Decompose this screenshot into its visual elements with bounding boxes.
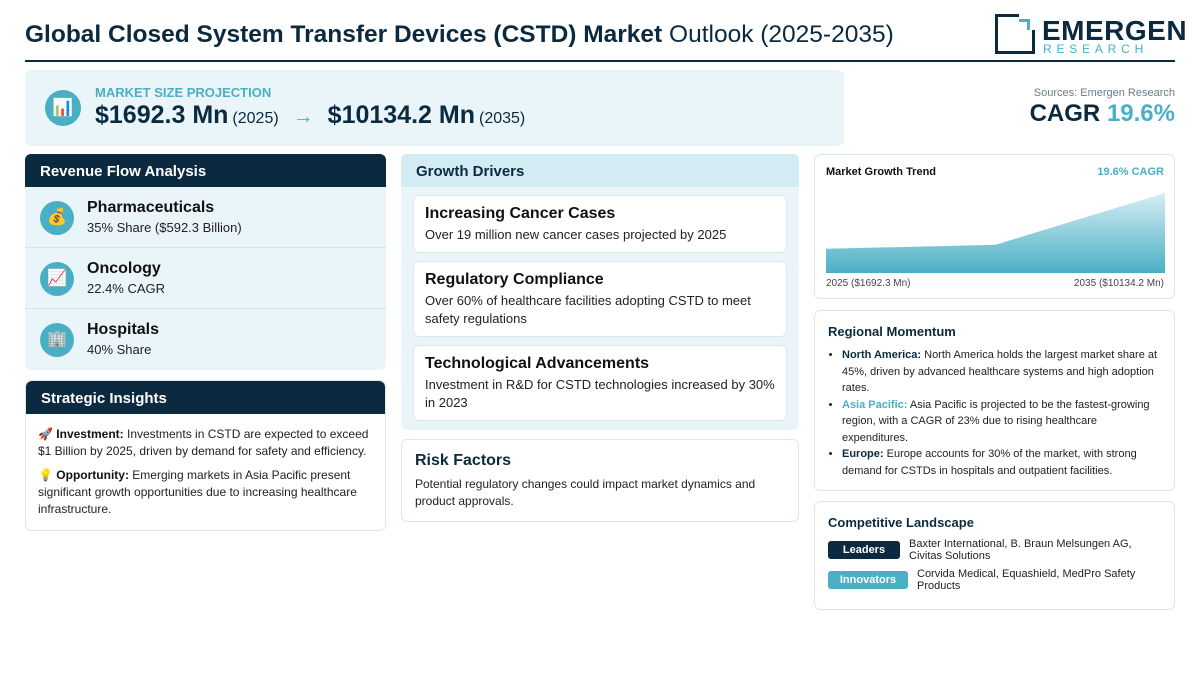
region-text: North America holds the largest market s… (842, 349, 1158, 394)
market-size-projection: 📊 MARKET SIZE PROJECTION $1692.3 Mn (2025… (25, 70, 844, 146)
market-growth-trend-card: Market Growth Trend 19.6% CAGR 2025 ($16… (814, 154, 1175, 299)
growth-drivers-title: Growth Drivers (401, 154, 799, 187)
competitive-landscape-title: Competitive Landscape (828, 515, 974, 530)
trend-chart-icon: 📈 (40, 262, 74, 296)
regional-momentum-card: Regional Momentum North America: North A… (814, 310, 1175, 491)
insight-label: Investment: (56, 427, 124, 441)
logo-main-text: EMERGEN (1042, 15, 1188, 46)
chart-cagr-annotation: 19.6% CAGR (1097, 166, 1164, 178)
region-text: Asia Pacific is projected to be the fast… (842, 398, 1150, 444)
projection-label: MARKET SIZE PROJECTION (95, 85, 272, 100)
revenue-item-desc: 22.4% CAGR (87, 281, 166, 296)
revenue-item: 💰 Pharmaceuticals 35% Share ($592.3 Bill… (25, 187, 386, 248)
projection-end-value: $10134.2 Mn (327, 101, 475, 129)
arrow-right-icon: → (292, 105, 314, 128)
leaders-badge: Leaders (828, 541, 900, 559)
cagr-label: CAGR (1029, 100, 1101, 127)
driver-text: Over 60% of healthcare facilities adopti… (425, 293, 751, 326)
risk-factors-title: Risk Factors (415, 452, 512, 469)
region-label: Europe: (842, 448, 884, 460)
page-title-rest: Outlook (2025-2035) (669, 21, 894, 48)
driver-item: Technological Advancements Investment in… (413, 345, 787, 421)
strategic-insights-title: Strategic Insights (26, 381, 385, 414)
source-text: Sources: Emergen Research (1033, 87, 1175, 99)
cagr-block: Sources: Emergen Research CAGR 19.6% (1030, 87, 1175, 128)
building-icon: 🏢 (40, 323, 74, 357)
driver-title: Increasing Cancer Cases (425, 205, 616, 222)
region-item: Asia Pacific: Asia Pacific is projected … (842, 397, 1164, 447)
region-label: North America: (842, 349, 922, 361)
region-item: North America: North America holds the l… (842, 347, 1164, 397)
projection-start-year: (2025) (232, 110, 279, 127)
insight-text: Emerging markets in Asia Pacific present… (38, 468, 357, 516)
page-header: Global Closed System Transfer Devices (C… (25, 10, 1187, 62)
money-bag-icon: 💰 (40, 201, 74, 235)
regional-momentum-title: Regional Momentum (828, 324, 956, 339)
driver-text: Investment in R&D for CSTD technologies … (425, 377, 775, 410)
revenue-item: 🏢 Hospitals 40% Share (25, 309, 386, 370)
growth-area (826, 193, 1165, 273)
page-title: Global Closed System Transfer Devices (C… (25, 21, 894, 49)
revenue-item-name: Pharmaceuticals (87, 199, 215, 216)
insight-item: 🚀 Investment: Investments in CSTD are ex… (38, 426, 373, 460)
revenue-item-name: Oncology (87, 260, 161, 277)
rocket-icon: 🚀 (38, 427, 53, 441)
logo-sub-text: RESEARCH (1043, 42, 1149, 56)
projection-values: $1692.3 Mn (2025) → $10134.2 Mn (2035) (95, 101, 525, 130)
insight-label: Opportunity: (56, 468, 129, 482)
risk-factors-text: Potential regulatory changes could impac… (415, 477, 756, 508)
bar-chart-icon: 📊 (45, 90, 81, 126)
page-title-bold: Global Closed System Transfer Devices (C… (25, 21, 663, 48)
emergen-logo: EMERGEN RESEARCH (995, 14, 1187, 56)
cagr-headline: CAGR 19.6% (1030, 100, 1175, 128)
driver-text: Over 19 million new cancer cases project… (425, 227, 727, 242)
growth-trend-chart (826, 193, 1165, 273)
driver-title: Regulatory Compliance (425, 271, 604, 288)
innovators-badge: Innovators (828, 571, 908, 589)
driver-title: Technological Advancements (425, 355, 650, 372)
lightbulb-icon: 💡 (38, 468, 53, 482)
chart-x-end-label: 2035 ($10134.2 Mn) (1073, 278, 1164, 289)
revenue-item-desc: 35% Share ($592.3 Billion) (87, 220, 242, 235)
region-item: Europe: Europe accounts for 30% of the m… (842, 446, 1164, 479)
innovators-text: Corvida Medical, Equashield, MedPro Safe… (917, 568, 1136, 592)
region-label: Asia Pacific: (842, 398, 908, 411)
insight-text: Investments in CSTD are expected to exce… (38, 427, 369, 458)
strategic-insights-card: Strategic Insights 🚀 Investment: Investm… (25, 380, 386, 531)
projection-start-value: $1692.3 Mn (95, 101, 229, 129)
revenue-item: 📈 Oncology 22.4% CAGR (25, 248, 386, 309)
projection-end-year: (2035) (479, 110, 526, 127)
strategic-insights-body: 🚀 Investment: Investments in CSTD are ex… (26, 414, 385, 518)
driver-item: Regulatory Compliance Over 60% of health… (413, 261, 787, 337)
leaders-text: Baxter International, B. Braun Melsungen… (909, 538, 1132, 562)
chart-x-start-label: 2025 ($1692.3 Mn) (826, 278, 911, 289)
chart-title: Market Growth Trend (826, 166, 937, 178)
revenue-item-name: Hospitals (87, 321, 160, 338)
logo-mark-icon (995, 14, 1035, 54)
insight-item: 💡 Opportunity: Emerging markets in Asia … (38, 467, 373, 518)
revenue-flow-card: Revenue Flow Analysis 💰 Pharmaceuticals … (25, 154, 386, 370)
revenue-flow-title: Revenue Flow Analysis (25, 154, 386, 187)
cagr-value: 19.6% (1106, 100, 1175, 127)
region-text: Europe accounts for 30% of the market, w… (842, 448, 1137, 477)
revenue-item-desc: 40% Share (87, 342, 152, 357)
driver-item: Increasing Cancer Cases Over 19 million … (413, 195, 787, 253)
regional-list: North America: North America holds the l… (842, 347, 1164, 479)
competitive-landscape-card: Competitive Landscape Leaders Baxter Int… (814, 501, 1175, 610)
growth-drivers-card: Growth Drivers Increasing Cancer Cases O… (401, 154, 799, 430)
risk-factors-card: Risk Factors Potential regulatory change… (401, 439, 799, 522)
